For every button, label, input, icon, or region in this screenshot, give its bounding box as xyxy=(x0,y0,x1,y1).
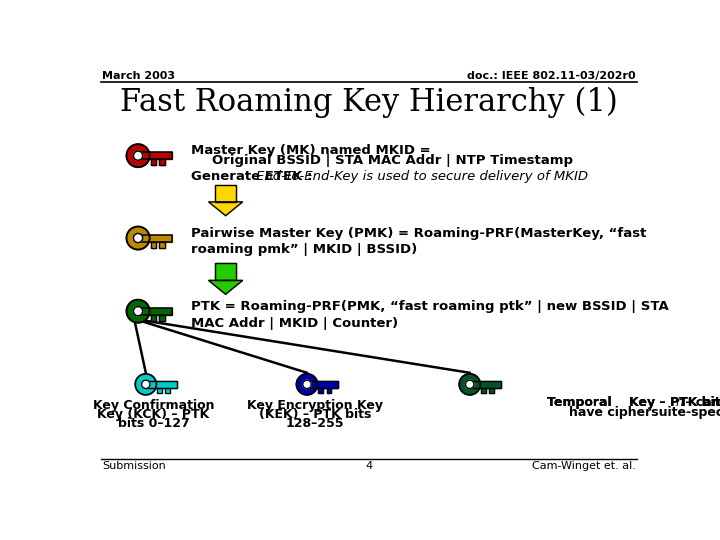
Bar xyxy=(150,315,156,321)
Bar xyxy=(159,159,165,165)
Bar xyxy=(490,388,494,393)
Text: Fast Roaming Key Hierarchy (1): Fast Roaming Key Hierarchy (1) xyxy=(120,86,618,118)
Bar xyxy=(166,388,170,393)
Bar xyxy=(138,308,172,315)
Text: – can: – can xyxy=(681,396,720,409)
Circle shape xyxy=(133,151,143,160)
Bar xyxy=(150,159,156,165)
Polygon shape xyxy=(209,202,243,215)
Bar xyxy=(318,388,323,393)
Circle shape xyxy=(466,380,474,389)
Text: n: n xyxy=(676,396,684,409)
Bar xyxy=(490,388,494,393)
Bar xyxy=(166,388,170,393)
Circle shape xyxy=(303,380,311,389)
Text: Key Confirmation: Key Confirmation xyxy=(93,399,215,412)
Bar xyxy=(469,381,500,388)
Circle shape xyxy=(127,227,150,249)
Text: Key Encryption Key: Key Encryption Key xyxy=(247,399,383,412)
Bar xyxy=(215,185,236,202)
Bar xyxy=(150,241,156,248)
Text: Master Key (MK) named MKID =: Master Key (MK) named MKID = xyxy=(191,144,431,157)
Text: (KEK) – PTK bits: (KEK) – PTK bits xyxy=(258,408,371,421)
Bar xyxy=(159,315,165,321)
Text: PTK = Roaming-PRF(PMK, “fast roaming ptk” | new BSSID | STA
MAC Addr | MKID | Co: PTK = Roaming-PRF(PMK, “fast roaming ptk… xyxy=(191,300,668,330)
Text: 128–255: 128–255 xyxy=(286,417,344,430)
Bar xyxy=(307,381,338,388)
Text: End-To-End-Key is used to secure delivery of MKID: End-To-End-Key is used to secure deliver… xyxy=(256,170,588,183)
Bar xyxy=(150,159,156,165)
Circle shape xyxy=(459,374,480,395)
Circle shape xyxy=(142,380,150,389)
Bar xyxy=(138,234,172,241)
Text: have ciphersuite-specific structure: have ciphersuite-specific structure xyxy=(569,406,720,419)
Circle shape xyxy=(133,233,143,242)
Bar xyxy=(318,388,323,393)
Bar xyxy=(150,315,156,321)
Text: Submission: Submission xyxy=(102,461,166,470)
Bar xyxy=(150,241,156,248)
Bar xyxy=(215,264,236,280)
Polygon shape xyxy=(209,280,243,294)
Text: Cam-Winget et. al.: Cam-Winget et. al. xyxy=(532,461,636,470)
Bar xyxy=(157,388,162,393)
Text: Temporal    Key – PTK bits 256–: Temporal Key – PTK bits 256– xyxy=(547,396,720,409)
Bar xyxy=(327,388,331,393)
Bar xyxy=(215,264,236,280)
Circle shape xyxy=(127,144,150,167)
Circle shape xyxy=(133,307,143,316)
Bar xyxy=(159,159,165,165)
Text: doc.: IEEE 802.11-03/202r0: doc.: IEEE 802.11-03/202r0 xyxy=(467,71,636,81)
Circle shape xyxy=(297,374,318,395)
Text: Temporal    Key – PTK bits 256–: Temporal Key – PTK bits 256– xyxy=(547,396,720,409)
Bar xyxy=(159,241,165,248)
Text: Pairwise Master Key (PMK) = Roaming-PRF(MasterKey, “fast
roaming pmk” | MKID | B: Pairwise Master Key (PMK) = Roaming-PRF(… xyxy=(191,226,646,256)
Text: Key (KCK) – PTK: Key (KCK) – PTK xyxy=(97,408,210,421)
Circle shape xyxy=(135,374,156,395)
Bar xyxy=(145,381,176,388)
Bar xyxy=(481,388,486,393)
Bar xyxy=(481,388,486,393)
Bar xyxy=(138,152,172,159)
Bar xyxy=(138,152,172,159)
Bar xyxy=(159,315,165,321)
Bar xyxy=(159,241,165,248)
Bar xyxy=(215,185,236,202)
Text: March 2003: March 2003 xyxy=(102,71,176,81)
Bar xyxy=(307,381,338,388)
Text: 4: 4 xyxy=(366,461,372,470)
Bar xyxy=(145,381,176,388)
Bar xyxy=(138,234,172,241)
Bar xyxy=(138,308,172,315)
Text: Generate ETEK :: Generate ETEK : xyxy=(191,170,317,183)
Circle shape xyxy=(127,300,150,323)
Text: bits 0–127: bits 0–127 xyxy=(117,417,189,430)
Bar xyxy=(327,388,331,393)
Bar xyxy=(469,381,500,388)
Bar xyxy=(157,388,162,393)
Text: Original BSSID | STA MAC Addr | NTP Timestamp: Original BSSID | STA MAC Addr | NTP Time… xyxy=(212,154,573,167)
